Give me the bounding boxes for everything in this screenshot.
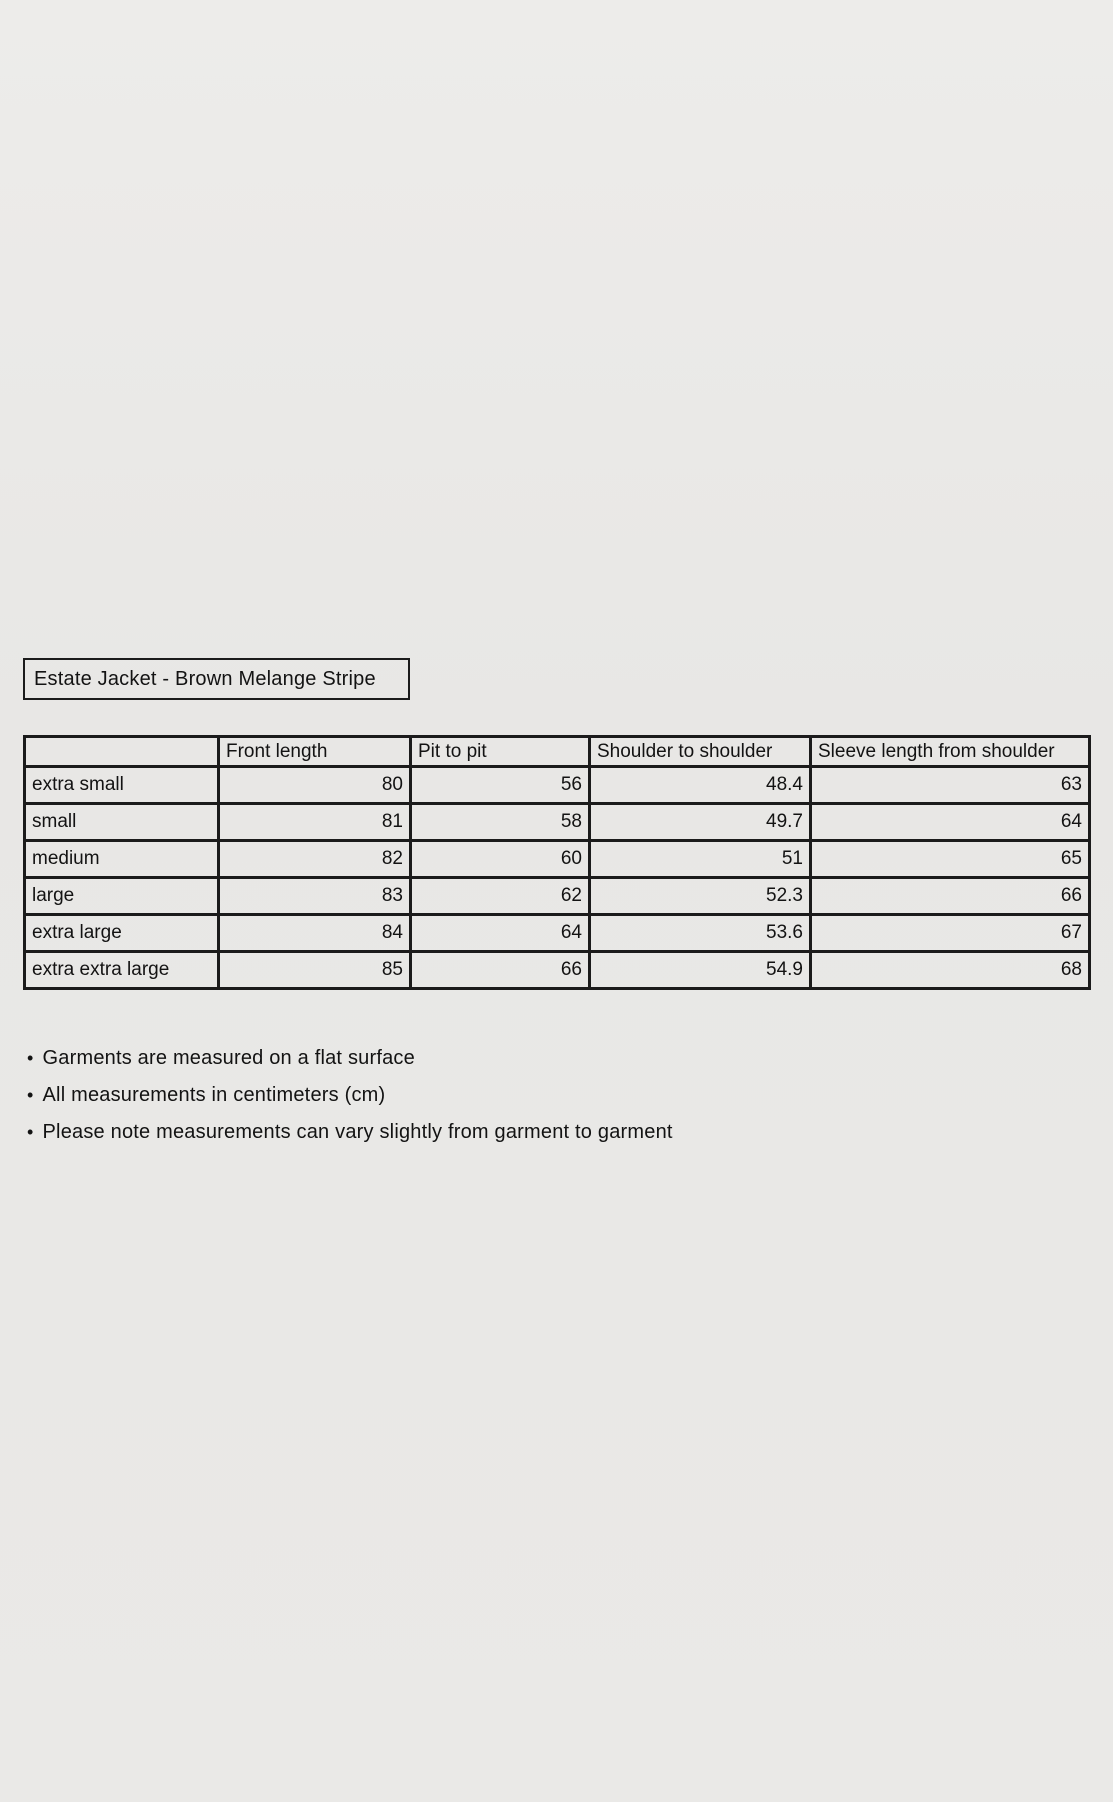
size-label: extra extra large	[23, 950, 220, 990]
size-label: extra large	[23, 913, 220, 953]
sleeve-length-value: 68	[809, 950, 1091, 990]
front-length-value: 80	[217, 765, 412, 805]
bullet-marker: •	[27, 1085, 34, 1105]
pit-to-pit-value: 60	[409, 839, 591, 879]
size-label: large	[23, 876, 220, 916]
column-header-pit-to-pit: Pit to pit	[409, 735, 591, 768]
note-item: • Please note measurements can vary slig…	[27, 1114, 673, 1151]
column-header-front-length: Front length	[217, 735, 412, 768]
shoulder-to-shoulder-value: 54.9	[588, 950, 812, 990]
sleeve-length-value: 64	[809, 802, 1091, 842]
size-label: small	[23, 802, 220, 842]
product-title: Estate Jacket - Brown Melange Stripe	[34, 667, 376, 690]
size-label: medium	[23, 839, 220, 879]
product-title-box: Estate Jacket - Brown Melange Stripe	[23, 658, 410, 700]
note-text: All measurements in centimeters (cm)	[42, 1084, 386, 1106]
sleeve-length-value: 65	[809, 839, 1091, 879]
note-item: • Garments are measured on a flat surfac…	[27, 1040, 673, 1077]
pit-to-pit-value: 58	[409, 802, 591, 842]
sleeve-length-value: 67	[809, 913, 1091, 953]
size-label: extra small	[23, 765, 220, 805]
shoulder-to-shoulder-value: 53.6	[588, 913, 812, 953]
notes-list: • Garments are measured on a flat surfac…	[27, 1040, 673, 1151]
column-header-size	[23, 735, 220, 768]
bullet-marker: •	[27, 1122, 34, 1142]
shoulder-to-shoulder-value: 51	[588, 839, 812, 879]
shoulder-to-shoulder-value: 52.3	[588, 876, 812, 916]
front-length-value: 85	[217, 950, 412, 990]
table-row: medium 82 60 51 65	[23, 839, 1091, 879]
size-chart-table: Front length Pit to pit Shoulder to shou…	[23, 735, 1091, 990]
bullet-marker: •	[27, 1048, 34, 1068]
front-length-value: 84	[217, 913, 412, 953]
column-header-shoulder-to-shoulder: Shoulder to shoulder	[588, 735, 812, 768]
front-length-value: 81	[217, 802, 412, 842]
note-text: Please note measurements can vary slight…	[42, 1121, 673, 1143]
sleeve-length-value: 66	[809, 876, 1091, 916]
front-length-value: 82	[217, 839, 412, 879]
table-row: extra small 80 56 48.4 63	[23, 765, 1091, 805]
table-row: extra large 84 64 53.6 67	[23, 913, 1091, 953]
table-row: extra extra large 85 66 54.9 68	[23, 950, 1091, 990]
pit-to-pit-value: 56	[409, 765, 591, 805]
pit-to-pit-value: 62	[409, 876, 591, 916]
shoulder-to-shoulder-value: 49.7	[588, 802, 812, 842]
note-item: • All measurements in centimeters (cm)	[27, 1077, 673, 1114]
header-row: Front length Pit to pit Shoulder to shou…	[23, 735, 1091, 768]
shoulder-to-shoulder-value: 48.4	[588, 765, 812, 805]
sleeve-length-value: 63	[809, 765, 1091, 805]
table-row: small 81 58 49.7 64	[23, 802, 1091, 842]
column-header-sleeve-length: Sleeve length from shoulder	[809, 735, 1091, 768]
pit-to-pit-value: 64	[409, 913, 591, 953]
note-text: Garments are measured on a flat surface	[42, 1047, 415, 1069]
pit-to-pit-value: 66	[409, 950, 591, 990]
front-length-value: 83	[217, 876, 412, 916]
table-row: large 83 62 52.3 66	[23, 876, 1091, 916]
